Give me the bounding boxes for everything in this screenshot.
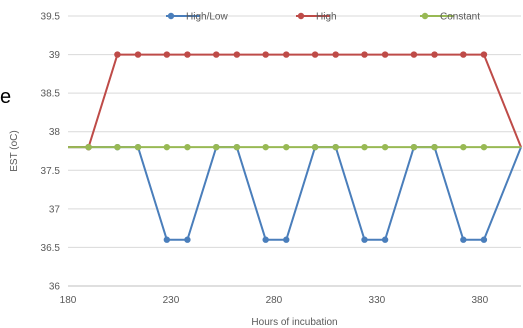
data-point xyxy=(480,236,488,243)
stray-text-fragment: e xyxy=(0,86,11,108)
data-point xyxy=(332,51,339,58)
data-point xyxy=(480,143,488,151)
data-point xyxy=(213,51,220,58)
data-point xyxy=(283,236,290,243)
data-point xyxy=(431,143,438,151)
data-point xyxy=(381,143,389,151)
data-point xyxy=(283,143,290,151)
data-point xyxy=(262,143,269,151)
data-point xyxy=(233,51,241,58)
series-high-low xyxy=(68,143,522,243)
legend-item: High/Low xyxy=(166,12,228,23)
data-point xyxy=(381,51,389,58)
data-point xyxy=(460,143,467,151)
y-tick-label: 39.5 xyxy=(41,12,61,23)
series-line xyxy=(68,53,522,149)
legend-item: Constant xyxy=(420,12,480,23)
data-point xyxy=(283,51,290,58)
y-axis-title: EST (oC) xyxy=(9,130,20,172)
x-tick-label: 380 xyxy=(471,295,488,306)
data-point xyxy=(134,51,142,58)
legend: High/Low High Constant xyxy=(166,12,480,23)
series-line xyxy=(68,146,522,241)
data-point xyxy=(361,143,368,151)
data-point xyxy=(431,51,438,58)
y-tick-label: 36.5 xyxy=(41,243,61,254)
data-point xyxy=(262,236,269,243)
data-point xyxy=(332,143,339,151)
x-axis-title: Hours of incubation xyxy=(251,317,337,328)
data-point xyxy=(233,143,241,151)
legend-label: High xyxy=(316,12,337,23)
x-tick-label: 230 xyxy=(163,295,180,306)
x-tick-label: 180 xyxy=(60,295,77,306)
data-point xyxy=(460,51,467,58)
data-point xyxy=(262,51,269,58)
y-tick-label: 39 xyxy=(49,50,61,61)
data-point xyxy=(213,143,220,151)
data-point xyxy=(134,143,142,151)
data-point xyxy=(184,143,191,151)
y-tick-label: 37.5 xyxy=(41,166,61,177)
data-point xyxy=(114,143,121,151)
data-point xyxy=(410,143,418,151)
data-point xyxy=(381,236,389,243)
x-tick-label: 280 xyxy=(266,295,283,306)
series-layer xyxy=(68,51,522,243)
legend-label: Constant xyxy=(440,12,480,23)
legend-item: High xyxy=(296,12,337,23)
legend-label: High/Low xyxy=(186,12,228,23)
data-point xyxy=(184,236,191,243)
data-point xyxy=(163,236,171,243)
legend-swatch-marker xyxy=(297,12,305,20)
data-point xyxy=(163,51,171,58)
data-point xyxy=(114,51,121,58)
data-point xyxy=(163,143,171,151)
data-point xyxy=(311,51,319,58)
data-point xyxy=(361,51,368,58)
data-point xyxy=(410,51,418,58)
data-point xyxy=(460,236,467,243)
y-axis: 36 36.5 37 37.5 38 38.5 39 39.5 xyxy=(41,12,61,293)
series-constant xyxy=(68,143,521,151)
x-tick-label: 330 xyxy=(369,295,386,306)
data-point xyxy=(311,143,319,151)
y-tick-label: 38.5 xyxy=(41,89,61,100)
y-tick-label: 36 xyxy=(49,282,61,293)
data-point xyxy=(184,51,191,58)
x-axis: 180 230 280 330 380 xyxy=(60,285,521,306)
legend-swatch-marker xyxy=(167,12,175,20)
data-point xyxy=(480,51,488,58)
legend-swatch-marker xyxy=(421,12,429,20)
series-high xyxy=(68,51,522,151)
data-point xyxy=(85,143,92,151)
y-tick-label: 37 xyxy=(49,204,61,215)
data-point xyxy=(361,236,368,243)
y-tick-label: 38 xyxy=(49,127,61,138)
